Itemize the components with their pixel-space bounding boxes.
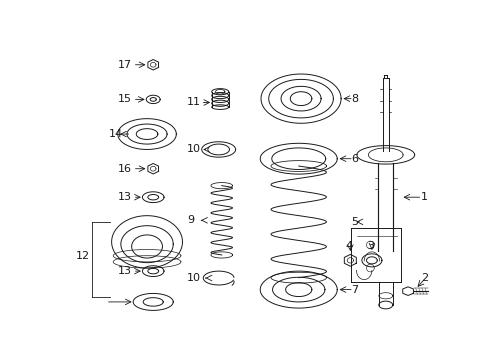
Text: 10: 10	[187, 144, 201, 154]
Text: 2: 2	[420, 273, 427, 283]
Text: 12: 12	[76, 251, 90, 261]
Text: 7: 7	[350, 285, 358, 294]
Text: 13: 13	[118, 266, 132, 276]
Text: 1: 1	[420, 192, 427, 202]
Text: 5: 5	[350, 217, 357, 227]
Text: 4: 4	[345, 241, 352, 251]
Text: 3: 3	[366, 241, 373, 251]
Text: 17: 17	[118, 60, 132, 70]
Text: 15: 15	[118, 94, 132, 104]
Text: 9: 9	[187, 215, 194, 225]
Text: 14: 14	[108, 129, 122, 139]
Text: 10: 10	[187, 273, 201, 283]
Text: 8: 8	[350, 94, 358, 104]
Text: 13: 13	[118, 192, 132, 202]
Text: 11: 11	[187, 98, 201, 108]
Text: 16: 16	[118, 164, 132, 174]
Text: 6: 6	[350, 154, 357, 164]
